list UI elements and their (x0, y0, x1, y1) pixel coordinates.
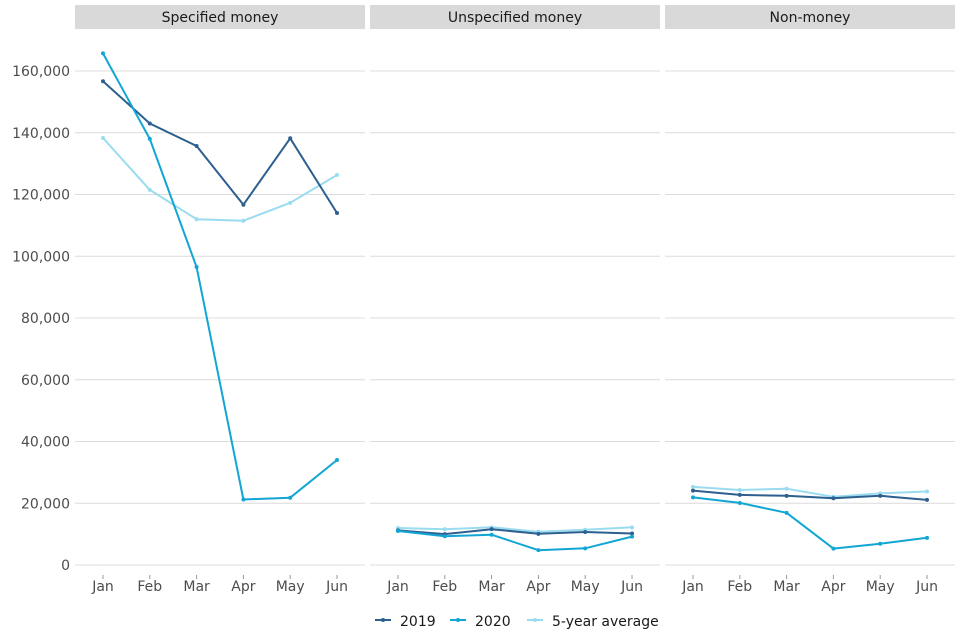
legend-marker-5-year-average (533, 618, 537, 622)
x-tick-label: Feb (137, 579, 162, 595)
panel-title: Non-money (770, 10, 851, 26)
x-tick-label: Mar (478, 579, 505, 595)
panel-header-3 (665, 5, 955, 29)
x-tick-label: Jan (681, 579, 704, 595)
data-point-2019 (630, 531, 634, 536)
y-tick-label: 20,000 (21, 496, 70, 512)
data-point-2019 (691, 488, 695, 493)
series-line-5-year-average-panel-3 (692, 485, 928, 498)
data-point-2019 (583, 529, 588, 534)
x-tick-label: Mar (773, 579, 800, 595)
legend-label-2019: 2019 (400, 614, 436, 630)
data-point-2019 (925, 497, 929, 502)
data-point-5-year-average (288, 200, 293, 205)
data-point-2020 (784, 510, 789, 515)
data-point-2020 (442, 534, 447, 539)
series-line-2019-panel-1 (102, 80, 338, 214)
data-point-2020 (335, 458, 339, 463)
series-line-2019-panel-2 (397, 528, 633, 536)
x-tick-label: Jun (915, 579, 938, 595)
data-point-2019 (831, 496, 836, 501)
series-line-2020-panel-3 (692, 496, 928, 550)
data-point-5-year-average (241, 218, 246, 223)
data-point-2019 (784, 493, 789, 498)
y-tick-label: 140,000 (12, 126, 70, 142)
data-point-2020 (536, 548, 541, 553)
panel-title: Unspecified money (448, 10, 582, 26)
data-point-5-year-average (925, 489, 929, 494)
x-tick-label: Apr (526, 579, 550, 595)
x-tick-label: May (276, 579, 305, 595)
data-point-5-year-average (147, 187, 152, 192)
legend-marker-2019 (381, 618, 385, 622)
series-line-2020-panel-2 (397, 530, 633, 552)
data-point-2020 (691, 495, 695, 500)
data-point-2019 (489, 527, 494, 532)
legend-label-2020: 2020 (475, 614, 511, 630)
data-point-5-year-average (101, 135, 105, 140)
series-line-5-year-average-panel-2 (397, 526, 633, 533)
y-tick-label: 60,000 (21, 373, 70, 389)
data-point-5-year-average (442, 527, 447, 532)
data-point-2020 (831, 546, 836, 551)
data-point-2019 (878, 493, 883, 498)
legend-label-5-year-average: 5-year average (552, 614, 659, 630)
y-tick-label: 120,000 (12, 188, 70, 204)
x-tick-label: Feb (727, 579, 752, 595)
panel-header-1 (75, 5, 365, 29)
x-tick-label: Mar (183, 579, 210, 595)
data-point-2020 (489, 532, 494, 537)
data-point-2019 (335, 211, 339, 216)
x-tick-label: Apr (821, 579, 845, 595)
data-point-2020 (147, 136, 152, 141)
data-point-2020 (737, 500, 742, 505)
x-tick-label: May (866, 579, 895, 595)
data-point-5-year-average (691, 484, 695, 489)
data-point-2019 (241, 202, 246, 207)
data-point-2020 (630, 534, 634, 539)
data-point-5-year-average (335, 173, 339, 178)
data-point-2020 (101, 51, 105, 56)
y-tick-label: 160,000 (12, 64, 70, 80)
data-point-2020 (241, 497, 246, 502)
data-point-2020 (925, 535, 929, 540)
x-tick-label: Jun (325, 579, 348, 595)
data-point-2019 (147, 121, 152, 126)
panel-title: Specified money (162, 10, 279, 26)
data-point-2019 (288, 136, 293, 141)
y-tick-label: 0 (61, 558, 70, 574)
panel-header-2 (370, 5, 660, 29)
x-tick-label: Apr (231, 579, 255, 595)
legend-marker-2020 (456, 618, 460, 622)
data-point-5-year-average (194, 217, 199, 222)
data-point-2020 (878, 541, 883, 546)
x-tick-label: Jun (620, 579, 643, 595)
y-tick-label: 40,000 (21, 435, 70, 451)
y-tick-label: 80,000 (21, 311, 70, 327)
series-line-2019-panel-3 (692, 489, 928, 501)
data-point-2020 (583, 546, 588, 551)
data-point-2019 (536, 531, 541, 536)
series-line-5-year-average-panel-1 (102, 137, 338, 222)
data-point-2019 (194, 144, 199, 149)
x-tick-label: Jan (91, 579, 114, 595)
y-tick-label: 100,000 (12, 249, 70, 265)
data-point-2020 (396, 529, 400, 534)
data-point-5-year-average (784, 486, 789, 491)
x-tick-label: Feb (432, 579, 457, 595)
data-point-2020 (288, 495, 293, 500)
data-point-2019 (101, 79, 105, 84)
x-tick-label: May (571, 579, 600, 595)
x-tick-label: Jan (386, 579, 409, 595)
data-point-2020 (194, 265, 199, 270)
data-point-2019 (737, 492, 742, 497)
data-point-5-year-average (737, 487, 742, 492)
series-line-2020-panel-1 (102, 52, 338, 501)
data-point-5-year-average (630, 525, 634, 530)
